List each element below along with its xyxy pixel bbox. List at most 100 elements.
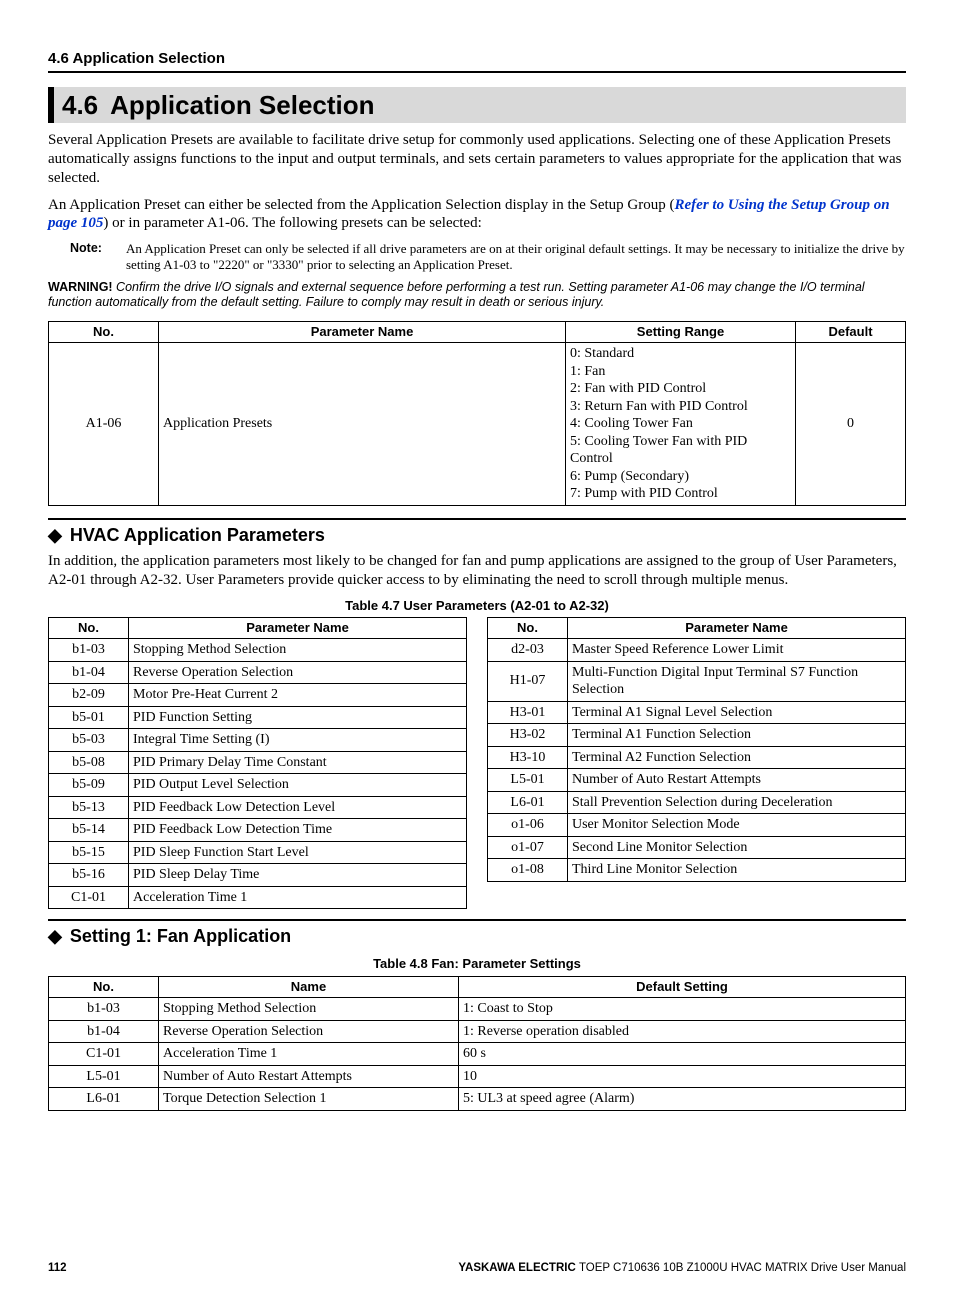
cell-name: PID Feedback Low Detection Level <box>129 796 467 819</box>
table-row: L5-01Number of Auto Restart Attempts10 <box>49 1065 906 1088</box>
section-title: 4.6Application Selection <box>48 87 906 124</box>
cell-no: b5-15 <box>49 841 129 864</box>
running-header: 4.6 Application Selection <box>48 50 906 73</box>
table-row: L5-01Number of Auto Restart Attempts <box>488 769 906 792</box>
note: Note: An Application Preset can only be … <box>48 241 906 274</box>
table-row: A1-06 Application Presets 0: Standard 1:… <box>49 343 906 506</box>
table-row: H3-02Terminal A1 Function Selection <box>488 724 906 747</box>
table47: No. Parameter Name b1-03Stopping Method … <box>48 617 906 909</box>
table-row: d2-03Master Speed Reference Lower Limit <box>488 639 906 662</box>
cell-no: L5-01 <box>49 1065 159 1088</box>
table-row: H1-07Multi-Function Digital Input Termin… <box>488 661 906 701</box>
cell-name: Acceleration Time 1 <box>129 886 467 909</box>
table-row: b5-14PID Feedback Low Detection Time <box>49 819 467 842</box>
cell-name: Third Line Monitor Selection <box>568 859 906 882</box>
cell-name: Application Presets <box>159 343 566 506</box>
cell-name: Master Speed Reference Lower Limit <box>568 639 906 662</box>
cell-no: L6-01 <box>488 791 568 814</box>
th-range: Setting Range <box>566 321 796 342</box>
table-row: L6-01Stall Prevention Selection during D… <box>488 791 906 814</box>
cell-default: 10 <box>459 1065 906 1088</box>
th-no: No. <box>49 976 159 997</box>
table47-left: No. Parameter Name b1-03Stopping Method … <box>48 617 467 909</box>
note-text: An Application Preset can only be select… <box>126 241 906 274</box>
cell-name: PID Feedback Low Detection Time <box>129 819 467 842</box>
cell-no: o1-07 <box>488 836 568 859</box>
cell-no: b5-03 <box>49 729 129 752</box>
cell-no: b5-14 <box>49 819 129 842</box>
note-label: Note: <box>48 241 126 274</box>
th-name: Parameter Name <box>159 321 566 342</box>
cell-no: o1-06 <box>488 814 568 837</box>
warning: WARNING! Confirm the drive I/O signals a… <box>48 280 906 311</box>
table-row: b1-03Stopping Method Selection <box>49 639 467 662</box>
cell-name: Terminal A1 Signal Level Selection <box>568 701 906 724</box>
cell-name: PID Sleep Function Start Level <box>129 841 467 864</box>
th-name: Parameter Name <box>568 617 906 638</box>
table47-caption: Table 4.7 User Parameters (A2-01 to A2-3… <box>48 598 906 614</box>
hvac-para: In addition, the application parameters … <box>48 552 906 590</box>
intro-para-2: An Application Preset can either be sele… <box>48 196 906 234</box>
cell-no: L6-01 <box>49 1088 159 1111</box>
table-row: b1-04Reverse Operation Selection <box>49 661 467 684</box>
cell-name: Stopping Method Selection <box>129 639 467 662</box>
table-row: C1-01Acceleration Time 1 <box>49 886 467 909</box>
table-row: b5-13PID Feedback Low Detection Level <box>49 796 467 819</box>
table-row: H3-01Terminal A1 Signal Level Selection <box>488 701 906 724</box>
page-footer: 112 YASKAWA ELECTRIC TOEP C710636 10B Z1… <box>48 1261 906 1275</box>
footer-manual-id: YASKAWA ELECTRIC TOEP C710636 10B Z1000U… <box>458 1261 906 1275</box>
table-row: b5-15PID Sleep Function Start Level <box>49 841 467 864</box>
page-number: 112 <box>48 1261 67 1275</box>
table-row: b1-03Stopping Method Selection1: Coast t… <box>49 998 906 1021</box>
table-row: b1-04Reverse Operation Selection1: Rever… <box>49 1020 906 1043</box>
cell-no: H1-07 <box>488 661 568 701</box>
cell-default: 5: UL3 at speed agree (Alarm) <box>459 1088 906 1111</box>
table-row: C1-01Acceleration Time 160 s <box>49 1043 906 1066</box>
fan-heading: Setting 1: Fan Application <box>48 925 906 948</box>
table48-caption: Table 4.8 Fan: Parameter Settings <box>48 956 906 972</box>
cell-name: Motor Pre-Heat Current 2 <box>129 684 467 707</box>
cell-no: b5-01 <box>49 706 129 729</box>
cell-name: PID Output Level Selection <box>129 774 467 797</box>
cell-no: L5-01 <box>488 769 568 792</box>
warning-text: Confirm the drive I/O signals and extern… <box>48 280 865 310</box>
cell-name: Second Line Monitor Selection <box>568 836 906 859</box>
cell-name: Reverse Operation Selection <box>129 661 467 684</box>
warning-label: WARNING! <box>48 280 113 294</box>
cell-no: H3-02 <box>488 724 568 747</box>
cell-no: b5-16 <box>49 864 129 887</box>
th-no: No. <box>49 617 129 638</box>
cell-name: User Monitor Selection Mode <box>568 814 906 837</box>
table47-right: No. Parameter Name d2-03Master Speed Ref… <box>487 617 906 882</box>
cell-no: b1-04 <box>49 661 129 684</box>
cell-default: 60 s <box>459 1043 906 1066</box>
th-default: Default <box>796 321 906 342</box>
cell-default: 0 <box>796 343 906 506</box>
cell-default: 1: Coast to Stop <box>459 998 906 1021</box>
cell-no: b1-03 <box>49 639 129 662</box>
cell-no: b2-09 <box>49 684 129 707</box>
cell-name: Stopping Method Selection <box>159 998 459 1021</box>
cell-name: Multi-Function Digital Input Terminal S7… <box>568 661 906 701</box>
intro-para-1: Several Application Presets are availabl… <box>48 131 906 187</box>
cell-name: Terminal A2 Function Selection <box>568 746 906 769</box>
cell-range: 0: Standard 1: Fan 2: Fan with PID Contr… <box>566 343 796 506</box>
cell-no: C1-01 <box>49 1043 159 1066</box>
table-row: b5-16PID Sleep Delay Time <box>49 864 467 887</box>
table-row: b5-03Integral Time Setting (I) <box>49 729 467 752</box>
th-no: No. <box>488 617 568 638</box>
table-row: L6-01Torque Detection Selection 15: UL3 … <box>49 1088 906 1111</box>
hvac-heading: HVAC Application Parameters <box>48 524 906 547</box>
cell-no: d2-03 <box>488 639 568 662</box>
cell-no: o1-08 <box>488 859 568 882</box>
th-default: Default Setting <box>459 976 906 997</box>
cell-name: Torque Detection Selection 1 <box>159 1088 459 1111</box>
cell-name: Reverse Operation Selection <box>159 1020 459 1043</box>
cell-no: b1-03 <box>49 998 159 1021</box>
table-row: H3-10Terminal A2 Function Selection <box>488 746 906 769</box>
table-row: b5-08PID Primary Delay Time Constant <box>49 751 467 774</box>
cell-no: b1-04 <box>49 1020 159 1043</box>
table-row: o1-07Second Line Monitor Selection <box>488 836 906 859</box>
th-no: No. <box>49 321 159 342</box>
section-number: 4.6 <box>54 90 110 120</box>
